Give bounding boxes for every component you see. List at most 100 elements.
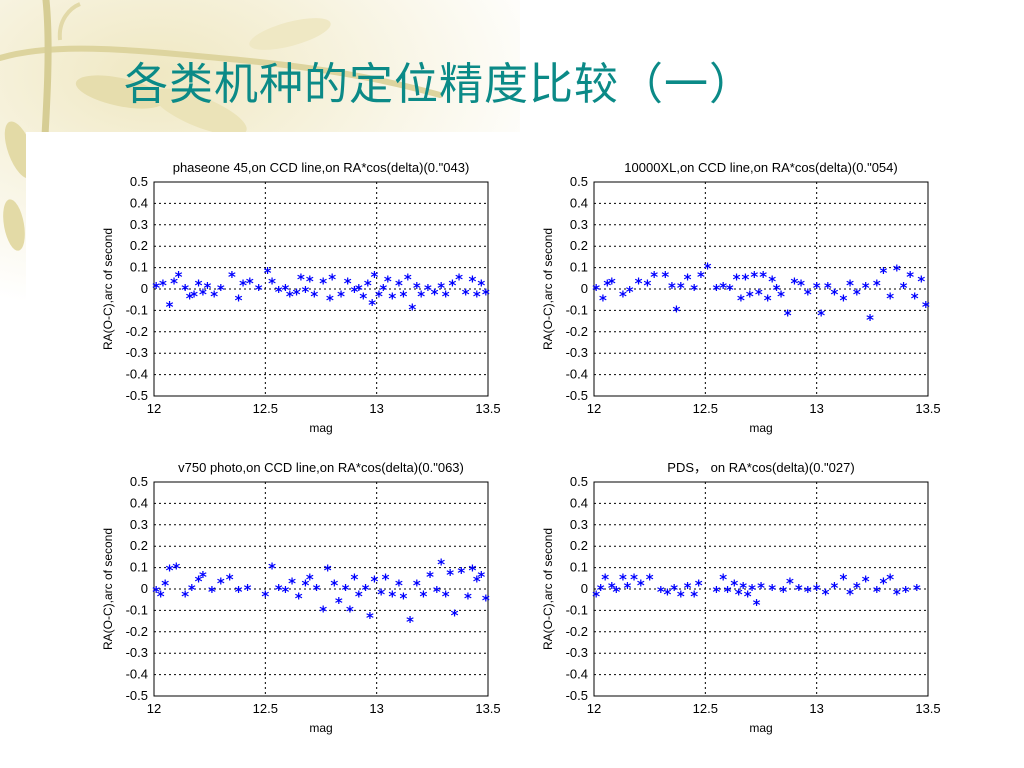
data-point: * [395,577,403,595]
y-tick-label: -0.4 [126,667,148,682]
data-point: * [217,281,225,299]
data-point: * [188,581,196,599]
data-point: * [597,581,605,599]
y-tick-label: -0.2 [566,624,588,639]
chart-panel: 0.5 0.4 0.3 0.2 0.1 0 -0.1 -0.2 -0.3 -0.4 -0.5 12 12… [26,132,998,760]
y-tick-label: -0.3 [566,345,588,360]
y-tick-label: -0.1 [566,302,588,317]
data-point: * [172,560,180,578]
data-point: * [462,285,470,303]
data-point: * [601,570,609,588]
y-tick-label: 0.1 [130,560,148,575]
y-tick-label: 0.3 [130,217,148,232]
data-point: * [795,581,803,599]
data-point: * [359,290,367,308]
data-point: * [330,577,338,595]
data-point: * [326,292,334,310]
data-point: * [306,272,314,290]
data-point: * [813,279,821,297]
data-point: * [650,268,658,286]
data-point: * [181,587,189,605]
y-tick-label: -0.5 [566,388,588,403]
data-point: * [368,296,376,314]
y-tick-label: -0.3 [126,645,148,660]
y-tick-label: -0.3 [566,645,588,660]
data-point: * [726,281,734,299]
chart-title: PDS， on RA*cos(delta)(0."027) [667,460,854,475]
data-point: * [328,270,336,288]
data-point: * [239,277,247,295]
data-point: * [417,287,425,305]
data-point: * [719,570,727,588]
data-point: * [684,270,692,288]
data-point: * [824,279,832,297]
data-point: * [344,275,352,293]
data-point: * [190,287,198,305]
data-point: * [210,287,218,305]
data-point: * [839,292,847,310]
x-tick-label: 13 [809,701,823,716]
x-tick-label: 12.5 [693,401,718,416]
data-point: * [817,307,825,325]
data-point: * [301,283,309,301]
data-point: * [457,564,465,582]
data-point: * [730,577,738,595]
data-point: * [741,270,749,288]
data-point: * [166,298,174,316]
data-point: * [442,287,450,305]
y-tick-label: -0.2 [126,324,148,339]
data-point: * [246,275,254,293]
data-point: * [195,277,203,295]
y-axis-label: RA(O-C),arc of second [101,228,115,350]
chart-svg: 0.5 0.4 0.3 0.2 0.1 0 -0.1 -0.2 -0.3 -0.4 -0.512 12… [101,160,501,435]
y-tick-label: 0.1 [130,260,148,275]
x-tick-label: 12.5 [253,701,278,716]
data-point: * [670,581,678,599]
x-tick-label: 13.5 [915,701,940,716]
data-point: * [199,568,207,586]
y-tick-label: 0.2 [570,238,588,253]
data-point: * [755,285,763,303]
data-point: * [388,587,396,605]
data-point: * [592,281,600,299]
x-tick-label: 13.5 [475,401,500,416]
data-point: * [204,279,212,297]
data-point: * [170,275,178,293]
data-point: * [464,590,472,608]
chart-title: v750 photo,on CCD line,on RA*cos(delta)(… [178,460,464,475]
data-point: * [293,285,301,303]
data-point: * [288,575,296,593]
data-point: * [286,287,294,305]
data-point: * [235,292,243,310]
data-point: * [846,585,854,603]
data-point: * [319,275,327,293]
data-point: * [790,275,798,293]
data-point: * [382,570,390,588]
x-axis-label: mag [309,421,332,435]
data-point: * [152,279,160,297]
data-point: * [619,287,627,305]
y-tick-label: 0 [141,581,148,596]
x-axis-label: mag [309,721,332,735]
data-point: * [217,575,225,593]
x-tick-label: 12 [147,401,161,416]
data-point: * [275,283,283,301]
data-point: * [379,281,387,299]
data-point: * [917,272,925,290]
data-point: * [268,560,276,578]
data-point: * [424,281,432,299]
data-point: * [264,264,272,282]
data-point: * [753,596,761,614]
data-point: * [455,270,463,288]
data-point: * [906,268,914,286]
data-point: * [313,581,321,599]
y-tick-label: -0.1 [566,602,588,617]
data-point: * [384,272,392,290]
slide-title: 各类机种的定位精度比较（一） [124,59,754,110]
data-point: * [822,585,830,603]
data-point: * [724,583,732,601]
data-point: * [739,579,747,597]
y-tick-label: -0.5 [566,688,588,703]
data-point: * [482,285,490,303]
data-point: * [419,587,427,605]
